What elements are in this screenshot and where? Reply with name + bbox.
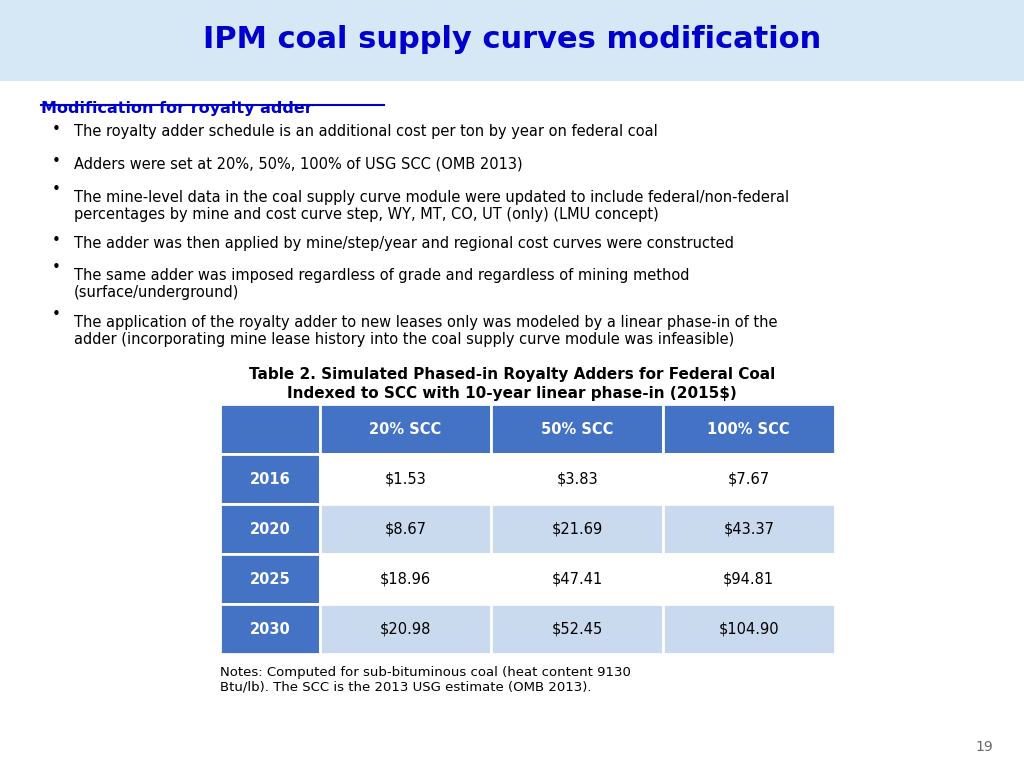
Bar — [663, 604, 835, 654]
Bar — [492, 504, 663, 554]
Text: $18.96: $18.96 — [380, 571, 431, 587]
Text: •: • — [52, 122, 60, 137]
Bar — [319, 554, 492, 604]
Text: $3.83: $3.83 — [556, 472, 598, 487]
Bar — [0, 0, 1024, 81]
Text: $52.45: $52.45 — [552, 622, 603, 637]
Text: $104.90: $104.90 — [719, 622, 779, 637]
Text: 20% SCC: 20% SCC — [370, 422, 441, 436]
Text: The application of the royalty adder to new leases only was modeled by a linear : The application of the royalty adder to … — [74, 315, 777, 347]
Bar — [220, 504, 319, 554]
Text: Adders were set at 20%, 50%, 100% of USG SCC (OMB 2013): Adders were set at 20%, 50%, 100% of USG… — [74, 157, 522, 172]
Bar — [319, 404, 492, 454]
Text: •: • — [52, 260, 60, 276]
Text: 100% SCC: 100% SCC — [708, 422, 791, 436]
Bar — [319, 604, 492, 654]
Text: $47.41: $47.41 — [552, 571, 603, 587]
Bar — [663, 404, 835, 454]
Text: $8.67: $8.67 — [385, 521, 427, 537]
Bar — [220, 404, 319, 454]
Bar — [220, 604, 319, 654]
Text: 2030: 2030 — [250, 622, 291, 637]
Text: Indexed to SCC with 10-year linear phase-in (2015$): Indexed to SCC with 10-year linear phase… — [287, 386, 737, 401]
Text: •: • — [52, 307, 60, 323]
Text: •: • — [52, 233, 60, 249]
Text: $1.53: $1.53 — [385, 472, 426, 487]
Text: 19: 19 — [976, 740, 993, 754]
Text: 2016: 2016 — [250, 472, 291, 487]
Bar — [220, 454, 319, 504]
Bar — [492, 604, 663, 654]
Bar — [492, 454, 663, 504]
Text: The royalty adder schedule is an additional cost per ton by year on federal coal: The royalty adder schedule is an additio… — [74, 124, 657, 140]
Text: 2020: 2020 — [250, 521, 291, 537]
Text: •: • — [52, 154, 60, 170]
Bar — [663, 454, 835, 504]
Text: 50% SCC: 50% SCC — [541, 422, 613, 436]
Bar — [220, 554, 319, 604]
Bar — [663, 554, 835, 604]
Text: Notes: Computed for sub-bituminous coal (heat content 9130
Btu/lb). The SCC is t: Notes: Computed for sub-bituminous coal … — [220, 666, 631, 694]
Bar — [319, 504, 492, 554]
Text: •: • — [52, 182, 60, 197]
Text: IPM coal supply curves modification: IPM coal supply curves modification — [203, 25, 821, 55]
Text: $7.67: $7.67 — [728, 472, 770, 487]
Text: Modification for royalty adder: Modification for royalty adder — [41, 101, 312, 117]
Text: Table 2. Simulated Phased-in Royalty Adders for Federal Coal: Table 2. Simulated Phased-in Royalty Add… — [249, 367, 775, 382]
Text: The mine-level data in the coal supply curve module were updated to include fede: The mine-level data in the coal supply c… — [74, 190, 788, 222]
Text: The adder was then applied by mine/step/year and regional cost curves were const: The adder was then applied by mine/step/… — [74, 236, 734, 251]
Bar — [492, 554, 663, 604]
Text: $43.37: $43.37 — [723, 521, 774, 537]
Text: 2025: 2025 — [250, 571, 291, 587]
Bar — [663, 504, 835, 554]
Text: $21.69: $21.69 — [552, 521, 603, 537]
Text: $94.81: $94.81 — [723, 571, 774, 587]
Bar — [492, 404, 663, 454]
Text: $20.98: $20.98 — [380, 622, 431, 637]
Text: The same adder was imposed regardless of grade and regardless of mining method
(: The same adder was imposed regardless of… — [74, 268, 689, 300]
Bar — [319, 454, 492, 504]
